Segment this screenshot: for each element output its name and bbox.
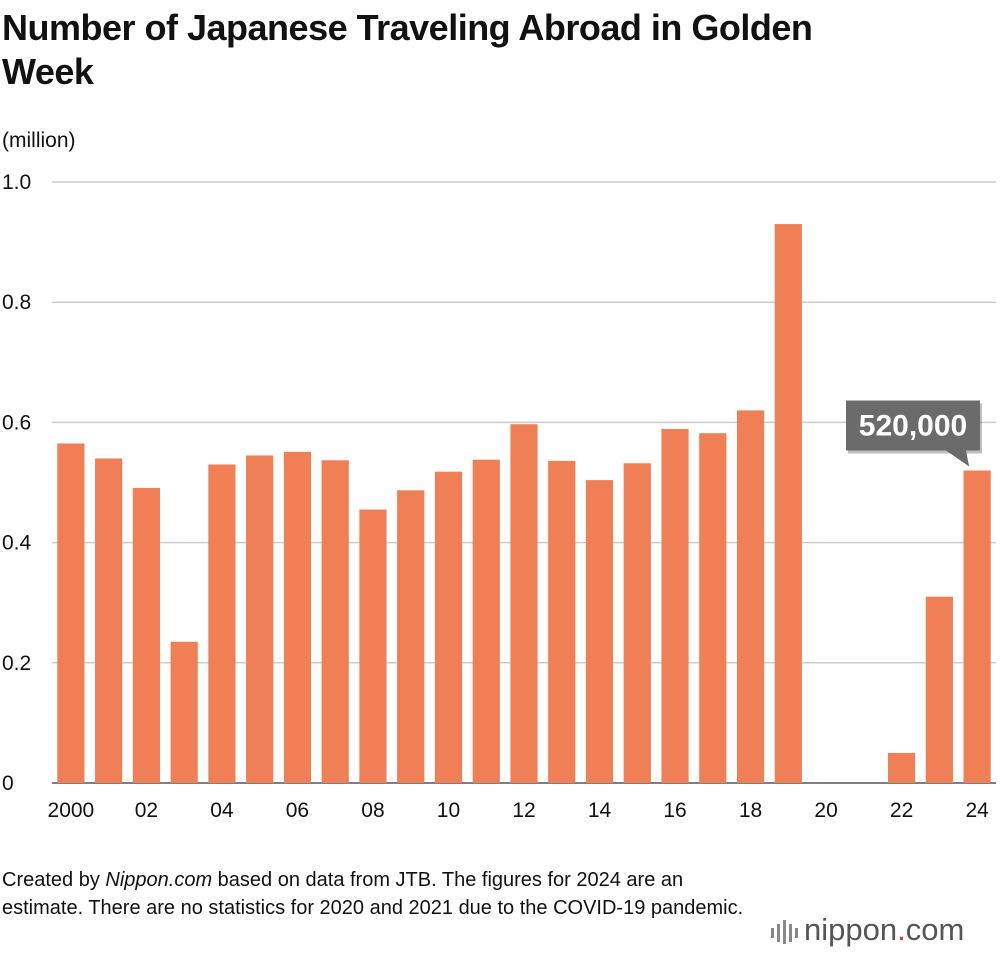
y-tick-label: 0.2 <box>2 652 31 675</box>
bar-2019 <box>774 224 802 783</box>
y-tick-label: 0.6 <box>2 411 31 434</box>
x-tick-label: 2000 <box>48 799 95 822</box>
x-tick-label: 24 <box>965 799 989 822</box>
bar-2022 <box>888 752 916 783</box>
y-axis-label: (million) <box>2 129 76 152</box>
x-tick-label: 14 <box>588 799 612 822</box>
footnote-prefix: Created by <box>2 869 106 891</box>
nippon-logo: nippon.com <box>770 912 964 948</box>
bar-2002 <box>132 487 160 783</box>
bar-2012 <box>510 424 538 783</box>
footnote-source: Nippon.com <box>105 869 213 891</box>
x-tick-label: 10 <box>437 799 460 822</box>
y-tick-label: 1.0 <box>2 171 31 194</box>
bar-2017 <box>699 433 727 783</box>
callout-box <box>846 400 980 467</box>
x-tick-label: 02 <box>135 799 158 822</box>
chart-title: Number of Japanese Traveling Abroad in G… <box>2 7 813 92</box>
bar-2000 <box>57 443 85 783</box>
callout-label: 520,000 <box>859 409 967 442</box>
bar-2011 <box>472 459 500 783</box>
bar-2016 <box>661 429 689 783</box>
y-tick-label: 0.8 <box>2 291 31 314</box>
annotation: 520,000 <box>846 400 982 467</box>
footnote-suffix: based on data from JTB. The figures for … <box>2 869 744 919</box>
x-tick-label: 12 <box>512 799 535 822</box>
bar-2015 <box>623 463 651 783</box>
logo-bars-icon <box>771 919 798 944</box>
logo-dot: . <box>897 912 906 947</box>
y-axis: (million) 0 0.2 0.4 0.6 0.8 1.0 <box>2 129 76 795</box>
bar-2014 <box>585 480 614 783</box>
x-axis: 2000 02 04 06 08 10 12 14 16 18 20 22 24 <box>48 799 990 822</box>
x-tick-label: 08 <box>361 799 384 822</box>
x-tick-label: 06 <box>286 799 309 822</box>
x-tick-label: 20 <box>814 799 837 822</box>
bar-2004 <box>208 464 236 783</box>
bars <box>57 224 991 783</box>
bar-2009 <box>397 490 425 783</box>
bar-2003 <box>170 641 198 783</box>
x-tick-label: 16 <box>663 799 686 822</box>
bar-2024 <box>963 470 991 783</box>
bar-2023 <box>925 596 953 783</box>
logo-name: nippon <box>804 912 898 947</box>
bar-2001 <box>95 458 123 783</box>
bar-2007 <box>321 460 349 783</box>
x-tick-label: 04 <box>210 799 234 822</box>
bar-2018 <box>736 410 765 783</box>
bar-2005 <box>246 455 274 783</box>
y-tick-label: 0.4 <box>2 532 32 555</box>
bar-2010 <box>434 471 463 783</box>
bar-2006 <box>283 451 312 783</box>
x-tick-label: 22 <box>890 799 913 822</box>
bar-2008 <box>359 509 387 783</box>
bar-chart: (million) 0 0.2 0.4 0.6 0.8 1.0 2000 02 04 06 08 10… <box>2 129 996 822</box>
bar-2013 <box>548 460 576 783</box>
y-tick-label: 0 <box>2 772 14 795</box>
footnote: Created by Nippon.com based on data from… <box>2 866 762 922</box>
logo-domain: com <box>905 912 965 947</box>
x-tick-label: 18 <box>739 799 762 822</box>
